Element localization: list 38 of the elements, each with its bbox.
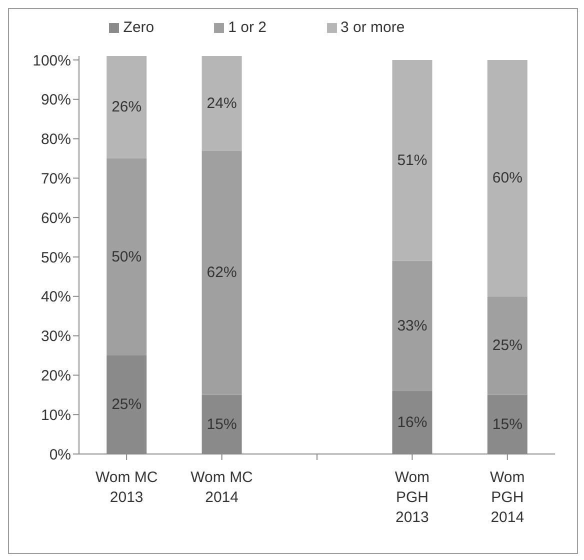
y-tick-label: 90% [40, 92, 71, 109]
y-tick-label: 40% [40, 288, 71, 306]
x-tick-label: Wom MC 2014 [190, 469, 254, 506]
y-tick-label: 80% [40, 131, 71, 148]
data-label: 51% [397, 152, 428, 169]
y-tick-label: 20% [40, 368, 71, 385]
y-tick-label: 10% [40, 406, 71, 424]
data-label: 60% [492, 170, 522, 187]
bar [202, 56, 242, 151]
data-label: 25% [112, 396, 142, 414]
y-tick-label: 0% [49, 446, 71, 464]
x-tick-label: Wom MC 2013 [95, 469, 158, 506]
y-tick-label: 50% [40, 249, 71, 266]
data-label: 15% [206, 416, 237, 433]
data-label: 62% [206, 264, 237, 282]
y-tick-label: 100% [32, 52, 71, 70]
bar [106, 56, 147, 158]
data-label: 15% [492, 416, 522, 433]
data-label: 16% [397, 414, 428, 431]
data-label: 26% [112, 98, 142, 116]
data-label: 50% [112, 248, 142, 266]
bar [392, 260, 432, 391]
bar [202, 150, 242, 395]
x-tick-label: Wom PGH 2013 [394, 469, 430, 526]
legend-label: Zero [123, 19, 154, 36]
legend-label: 3 or more [340, 19, 405, 36]
data-label: 33% [397, 317, 428, 334]
legend-label: 1 or 2 [228, 19, 266, 36]
y-tick-label: 70% [40, 170, 71, 188]
bar [106, 158, 147, 356]
x-tick-label: Wom PGH 2014 [490, 469, 525, 526]
bar [392, 60, 432, 261]
bar [487, 60, 528, 296]
data-label: 25% [492, 337, 522, 354]
y-tick-label: 30% [40, 328, 71, 346]
y-tick-label: 60% [40, 210, 71, 227]
bar [487, 296, 528, 395]
data-label: 24% [206, 94, 237, 112]
